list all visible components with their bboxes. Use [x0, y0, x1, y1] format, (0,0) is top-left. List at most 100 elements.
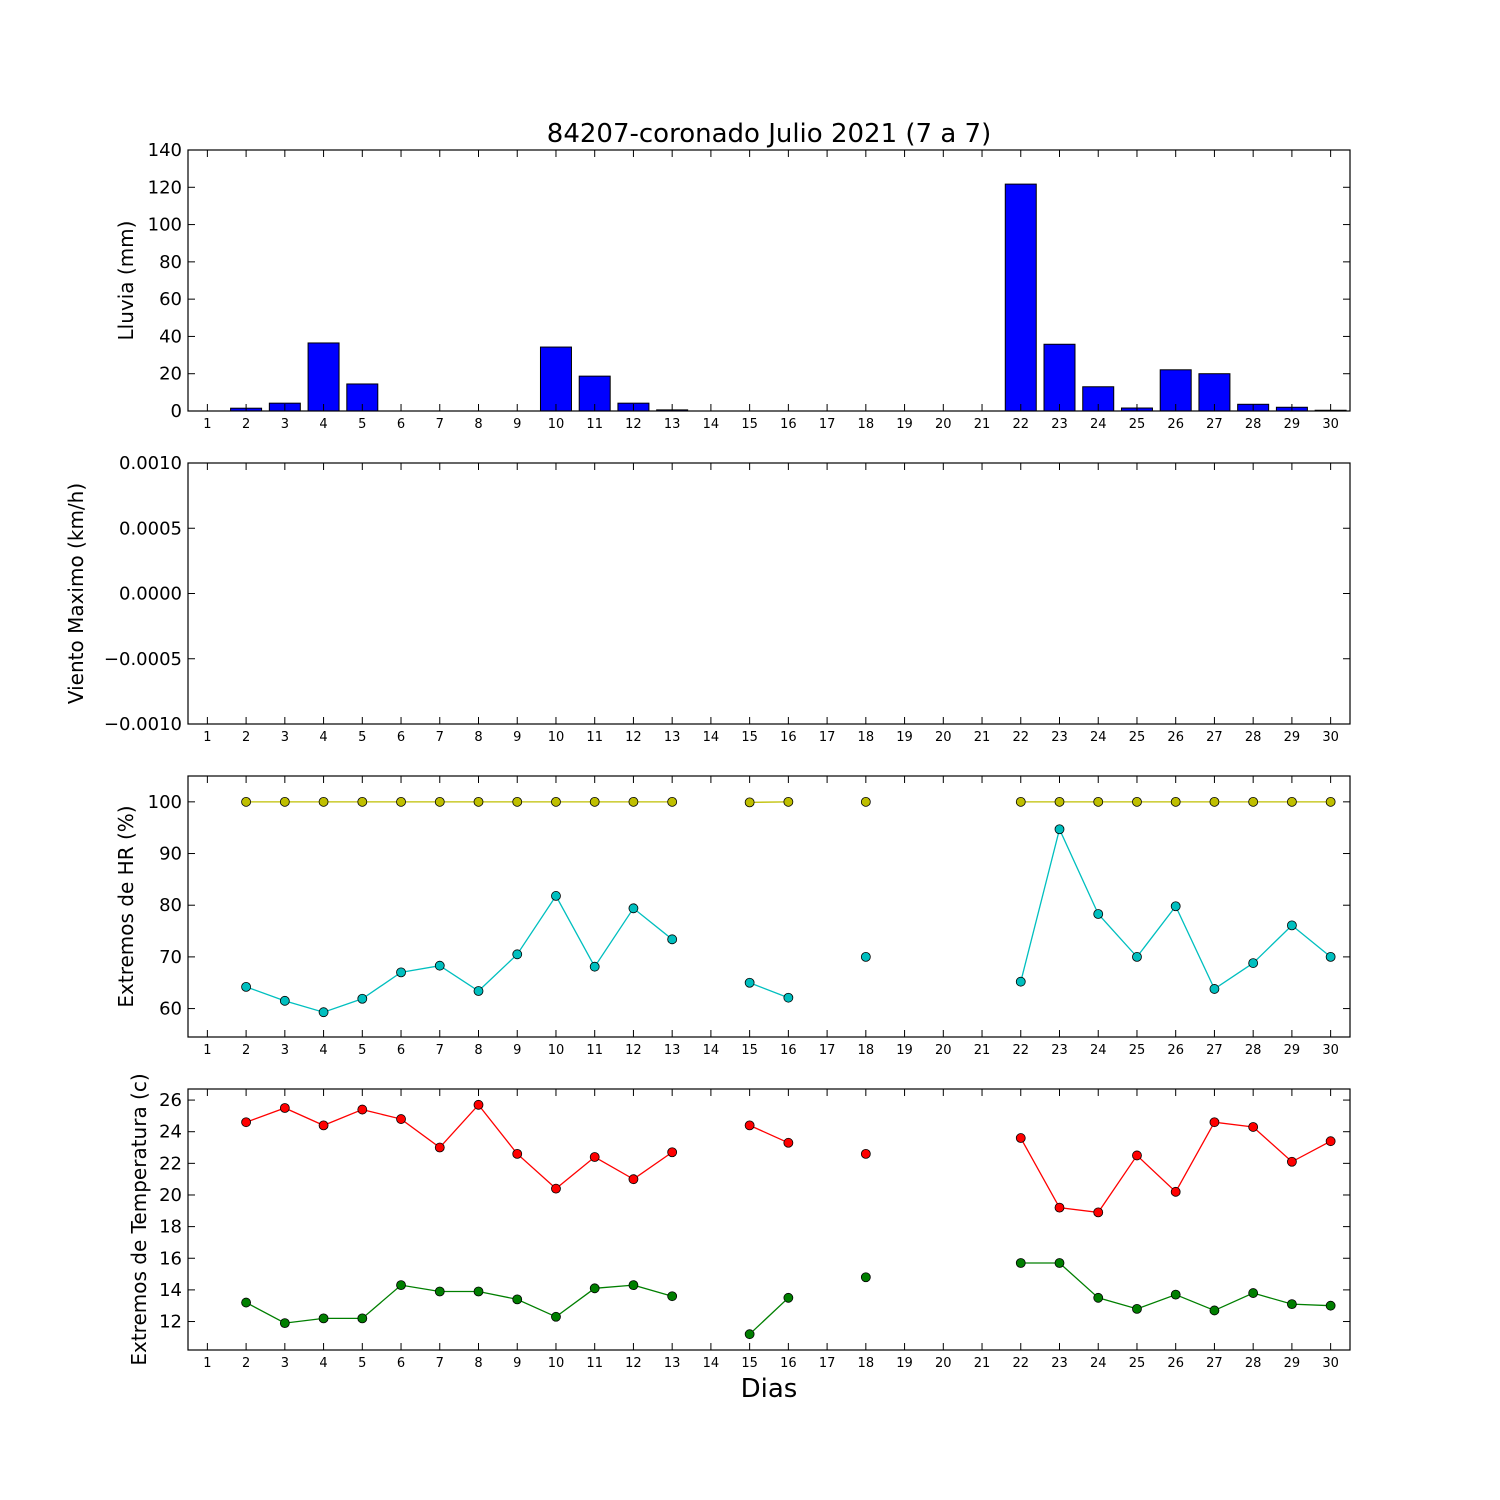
series-1-point-day-12 [628, 1174, 639, 1185]
x-tick-label: 21 [974, 1356, 991, 1371]
series-2-point-day-22 [1015, 976, 1026, 987]
x-tick-label: 3 [281, 417, 289, 432]
series-1-point-day-2 [241, 796, 252, 807]
series-2-point-day-26 [1170, 1289, 1181, 1300]
x-tick-label: 25 [1129, 1043, 1146, 1058]
x-tick-label: 15 [741, 1356, 758, 1371]
y-axis-label: Extremos de HR (%) [114, 805, 138, 1007]
series-2-point-day-8 [473, 986, 484, 996]
y-tick-label: 90 [159, 844, 182, 865]
bar-day-10 [539, 346, 572, 412]
series-1-point-day-15 [744, 797, 755, 808]
x-tick-label: 12 [625, 1356, 642, 1371]
series-1-point-day-24 [1093, 796, 1104, 807]
series-2-point-day-9 [512, 1294, 523, 1305]
x-tick-label: 10 [548, 1043, 565, 1058]
series-1-point-day-7 [434, 796, 445, 807]
series-1-point-day-13 [667, 1147, 678, 1158]
series-1-point-day-8 [473, 1099, 484, 1110]
y-tick-label: 0.0000 [119, 584, 182, 605]
x-tick-label: 23 [1051, 1043, 1068, 1058]
series-2-point-day-27 [1209, 984, 1220, 994]
series-1-point-day-5 [357, 1104, 368, 1115]
series-2-point-day-13 [667, 1291, 678, 1302]
x-tick-label: 30 [1322, 1043, 1339, 1058]
series-2-point-day-29 [1287, 920, 1297, 931]
series-2-point-day-26 [1170, 901, 1181, 912]
series-2-point-day-28 [1248, 958, 1259, 968]
series-1-point-day-3 [279, 1103, 290, 1113]
y-tick-label: 16 [159, 1248, 182, 1269]
y-tick-label: 120 [148, 177, 182, 198]
x-tick-label: 26 [1167, 730, 1184, 745]
series-1-point-day-28 [1248, 796, 1259, 807]
series-2-point-day-10 [551, 891, 561, 901]
series-2-point-day-8 [473, 1286, 484, 1297]
series-2-point-day-4 [318, 1007, 329, 1018]
x-tick-label: 17 [819, 1043, 836, 1058]
x-tick-label: 29 [1284, 1356, 1301, 1371]
series-1-point-day-25 [1132, 796, 1142, 807]
x-tick-label: 24 [1090, 1043, 1107, 1058]
x-tick-label: 13 [664, 417, 681, 432]
x-tick-label: 12 [625, 730, 642, 745]
x-tick-label: 16 [780, 1356, 797, 1371]
x-tick-label: 16 [780, 1043, 797, 1058]
x-tick-label: 29 [1284, 1043, 1301, 1058]
series-2-point-day-11 [589, 961, 600, 972]
x-tick-label: 30 [1322, 730, 1339, 745]
series-2-point-day-24 [1093, 1292, 1104, 1303]
x-tick-label: 9 [513, 1043, 521, 1058]
series-2-point-day-12 [628, 1280, 639, 1291]
series-2-point-day-25 [1132, 1303, 1142, 1314]
series-1-point-day-23 [1054, 1202, 1065, 1213]
x-tick-label: 5 [358, 730, 366, 745]
series-2-point-day-13 [667, 934, 678, 945]
y-tick-label: 70 [159, 947, 182, 968]
x-tick-label: 26 [1167, 1043, 1184, 1058]
series-2-point-day-24 [1093, 909, 1104, 919]
series-1-point-day-24 [1093, 1207, 1104, 1218]
series-2-point-day-23 [1054, 1258, 1065, 1268]
bar-day-22 [1004, 183, 1037, 412]
y-tick-label: 80 [159, 895, 182, 916]
series-1-point-day-5 [357, 796, 368, 807]
series-2-point-day-5 [357, 993, 368, 1004]
x-tick-label: 15 [741, 730, 758, 745]
x-tick-label: 2 [242, 730, 250, 745]
series-2-line-1 [245, 894, 673, 1013]
x-tick-label: 11 [586, 417, 603, 432]
series-1-point-day-18 [860, 796, 871, 807]
x-tick-label: 22 [1012, 1356, 1029, 1371]
series-1-point-day-26 [1170, 1186, 1181, 1197]
x-tick-label: 11 [586, 1043, 603, 1058]
series-2-point-day-9 [512, 949, 523, 960]
x-tick-label: 21 [974, 730, 991, 745]
series-2-line-2 [749, 1297, 789, 1335]
y-tick-label: 12 [159, 1312, 182, 1333]
y-tick-label: 24 [159, 1122, 182, 1143]
y-tick-label: 0 [171, 401, 182, 422]
x-tick-label: 7 [436, 1356, 444, 1371]
x-tick-label: 8 [474, 1356, 482, 1371]
x-tick-label: 1 [203, 1043, 211, 1058]
x-tick-label: 22 [1012, 1043, 1029, 1058]
series-2-line-4 [1020, 1262, 1331, 1312]
series-1-point-day-27 [1209, 796, 1220, 807]
series-2-point-day-15 [744, 977, 755, 988]
series-1-point-day-22 [1015, 1133, 1026, 1143]
series-1-point-day-15 [744, 1120, 755, 1131]
x-tick-label: 13 [664, 1043, 681, 1058]
series-1-point-day-6 [396, 1114, 406, 1124]
x-tick-label: 4 [319, 417, 327, 432]
x-tick-label: 5 [358, 1043, 366, 1058]
x-tick-label: 9 [513, 730, 521, 745]
x-tick-label: 18 [858, 417, 875, 432]
x-tick-label: 12 [625, 1043, 642, 1058]
series-2-line-2 [749, 982, 789, 999]
x-tick-label: 8 [474, 1043, 482, 1058]
series-2-point-day-4 [318, 1313, 329, 1324]
y-tick-label: 18 [159, 1217, 182, 1238]
series-1-point-day-9 [512, 796, 523, 807]
